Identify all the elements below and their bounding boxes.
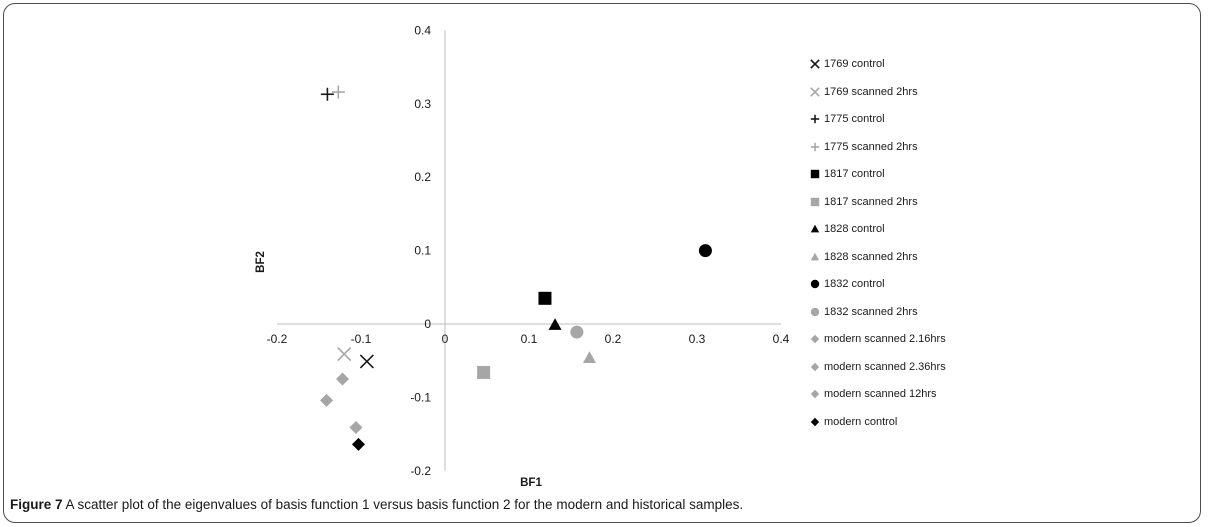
data-point	[320, 393, 334, 407]
legend-item: 1832 control	[808, 273, 885, 295]
plus-icon	[810, 142, 820, 151]
triangle-icon	[810, 224, 820, 233]
legend-item: 1769 scanned 2hrs	[808, 81, 918, 103]
square-icon	[810, 169, 820, 179]
y-axis-label: BF2	[255, 251, 267, 273]
figure-frame	[3, 3, 1201, 523]
diamond-icon	[810, 417, 820, 426]
x-icon	[810, 59, 820, 69]
x-tick-label: -0.2	[267, 332, 288, 346]
legend-label: 1817 control	[824, 168, 885, 180]
x-icon	[810, 86, 820, 97]
data-point	[337, 347, 352, 362]
caption-text: A scatter plot of the eigenvalues of bas…	[65, 497, 744, 512]
data-point	[477, 365, 491, 379]
plus-icon	[810, 142, 820, 151]
triangle-icon	[810, 252, 820, 260]
legend-label: 1775 scanned 2hrs	[824, 140, 918, 153]
figure-caption: Figure 7 A scatter plot of the eigenvalu…	[10, 497, 1190, 512]
legend-label: modern scanned 12hrs	[824, 388, 937, 400]
x-tick-label: 0	[442, 332, 449, 346]
legend-label: 1769 control	[824, 58, 885, 70]
plus-icon	[810, 114, 820, 124]
circle-icon	[810, 279, 820, 289]
axes	[277, 30, 781, 471]
legend-item: 1775 control	[808, 108, 885, 130]
data-point	[582, 351, 596, 363]
x-icon	[810, 59, 820, 69]
x-tick-label: 0.2	[605, 332, 622, 346]
triangle-icon	[810, 224, 820, 233]
legend-item: modern control	[808, 411, 897, 433]
legend-label: 1775 control	[824, 113, 885, 125]
y-tick-label: 0.1	[414, 244, 431, 258]
diamond-icon	[810, 334, 820, 344]
data-point	[336, 372, 350, 386]
data-point	[351, 437, 365, 451]
data-point	[349, 420, 363, 434]
diamond-icon	[810, 362, 820, 371]
legend-item: 1769 control	[808, 53, 885, 75]
data-point	[320, 87, 334, 101]
legend-label: modern scanned 2.16hrs	[824, 333, 946, 345]
circle-icon	[810, 279, 820, 289]
y-tick-label: 0.2	[414, 170, 431, 184]
diamond-icon	[810, 417, 820, 426]
legend-item: 1775 scanned 2hrs	[808, 136, 918, 158]
data-point	[548, 318, 562, 330]
legend-item: 1817 scanned 2hrs	[808, 191, 918, 213]
legend-label: 1769 scanned 2hrs	[824, 85, 918, 98]
legend-label: 1832 control	[824, 278, 885, 290]
plus-icon	[810, 114, 820, 124]
data-points	[320, 85, 712, 451]
x-axis-label: BF1	[520, 477, 542, 489]
scatter-chart: -0.2 -0.1 0 0.1 0.2 0.3 0.4 -0.2 -0.1 0 0.1 0.2 0.3 0…	[255, 23, 790, 489]
circle-icon	[810, 307, 820, 316]
data-point	[698, 244, 712, 258]
x-tick-label: 0.3	[689, 332, 706, 346]
data-point	[570, 325, 584, 339]
data-point	[538, 291, 552, 305]
legend-item: modern scanned 12hrs	[808, 383, 937, 405]
y-tick-label: -0.1	[410, 390, 431, 404]
legend-label: 1828 scanned 2hrs	[824, 250, 918, 263]
data-point	[359, 354, 374, 369]
legend-item: 1828 control	[808, 218, 885, 240]
legend-item: 1832 scanned 2hrs	[808, 301, 918, 323]
y-tick-label: 0.3	[414, 97, 431, 111]
data-point	[331, 85, 345, 99]
diamond-icon	[810, 389, 820, 399]
circle-icon	[810, 307, 820, 316]
y-tick-label: 0	[424, 317, 431, 331]
y-tick-label: -0.2	[410, 464, 431, 478]
diamond-icon	[810, 362, 820, 371]
y-tick-label: 0.4	[414, 23, 431, 37]
legend-item: modern scanned 2.16hrs	[808, 328, 946, 350]
legend-item: 1817 control	[808, 163, 885, 185]
legend-label: modern scanned 2.36hrs	[824, 360, 946, 373]
legend-label: 1828 control	[824, 223, 885, 235]
caption-label: Figure 7	[10, 497, 63, 512]
x-tick-label: 0.4	[773, 332, 790, 346]
legend-label: 1817 scanned 2hrs	[824, 195, 918, 208]
x-tick-label: -0.1	[351, 332, 372, 346]
legend-label: modern control	[824, 415, 898, 428]
square-icon	[810, 169, 820, 179]
legend-label: 1832 scanned 2hrs	[824, 305, 918, 318]
diamond-icon	[810, 389, 820, 399]
x-tick-label: 0.1	[521, 332, 538, 346]
tick-labels: -0.2 -0.1 0 0.1 0.2 0.3 0.4 -0.2 -0.1 0 0.1 0.2 0.3 0…	[267, 23, 790, 477]
triangle-icon	[810, 252, 820, 260]
diamond-icon	[810, 334, 820, 344]
legend-item: 1828 scanned 2hrs	[808, 246, 918, 268]
square-icon	[810, 197, 820, 206]
legend-item: modern scanned 2.36hrs	[808, 356, 946, 378]
x-icon	[810, 86, 820, 97]
square-icon	[810, 197, 820, 206]
